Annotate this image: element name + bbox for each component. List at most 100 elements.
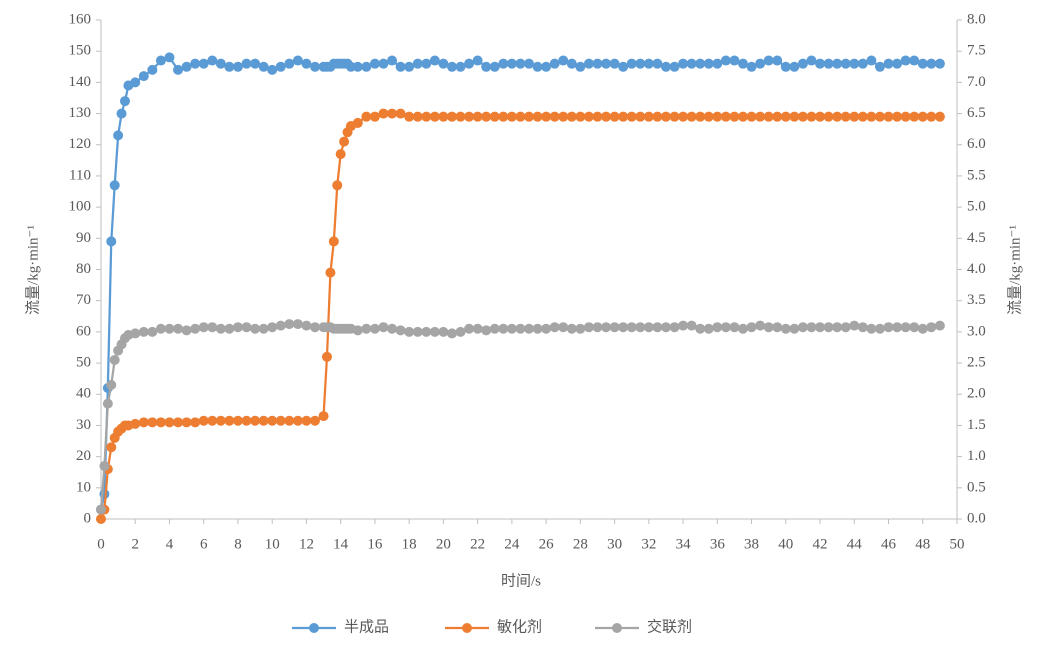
point [849, 111, 860, 122]
point [369, 111, 380, 122]
point [695, 111, 706, 122]
point [215, 415, 226, 426]
point [558, 322, 569, 333]
point [874, 323, 885, 334]
point [892, 111, 903, 122]
point [566, 111, 577, 122]
point [669, 322, 680, 333]
y2-tick-label: 5.0 [967, 199, 986, 215]
y-tick-label: 140 [69, 74, 92, 90]
point [328, 236, 339, 247]
point [738, 111, 748, 122]
point [866, 55, 877, 66]
point [797, 111, 808, 122]
point [387, 108, 398, 119]
x-tick-label: 40 [778, 536, 793, 552]
point [464, 111, 475, 122]
y2-tick-label: 8.0 [967, 11, 986, 27]
y-tick-label: 50 [76, 355, 91, 371]
x-tick-label: 48 [915, 536, 930, 552]
point [498, 58, 509, 69]
point [378, 322, 389, 333]
point [198, 322, 209, 333]
point [472, 111, 483, 122]
point [926, 58, 937, 69]
point [772, 322, 783, 333]
point [823, 58, 834, 69]
point [720, 55, 731, 66]
point [686, 320, 697, 331]
y-axis-title: 流量/kg·min⁻¹ [24, 225, 41, 315]
point [267, 415, 278, 426]
point [712, 111, 723, 122]
point [215, 58, 226, 69]
point [335, 149, 346, 160]
point [669, 61, 680, 72]
point [934, 111, 945, 122]
point [250, 58, 261, 69]
point [284, 415, 295, 426]
y2-tick-label: 1.0 [967, 448, 986, 464]
y2-tick-label: 3.5 [967, 292, 986, 308]
point [130, 418, 141, 429]
point [883, 111, 894, 122]
point [241, 58, 252, 69]
point [147, 326, 158, 337]
point [387, 323, 398, 334]
point [883, 58, 894, 69]
point [498, 323, 509, 334]
point [917, 323, 928, 334]
point [130, 328, 141, 339]
point [284, 58, 295, 69]
y-tick-label: 150 [69, 43, 92, 59]
point [164, 52, 175, 63]
point [592, 322, 603, 333]
point [481, 61, 492, 72]
x-tick-label: 38 [744, 536, 759, 552]
x-tick-label: 30 [607, 536, 622, 552]
point [815, 58, 826, 69]
point [438, 326, 449, 337]
point [678, 111, 689, 122]
point [421, 111, 432, 122]
point [404, 326, 415, 337]
point [524, 58, 534, 69]
x-tick-label: 36 [710, 536, 726, 552]
point [147, 64, 158, 75]
point [275, 415, 286, 426]
point [506, 58, 517, 69]
point [224, 415, 235, 426]
point [660, 111, 671, 122]
point [325, 267, 336, 278]
point [755, 320, 766, 331]
point [532, 111, 543, 122]
point [224, 323, 235, 334]
point [190, 58, 201, 69]
point [618, 111, 629, 122]
point [232, 322, 243, 333]
legend-label: 交联剂 [647, 617, 692, 635]
point [900, 111, 911, 122]
point [130, 77, 141, 88]
point [643, 58, 654, 69]
point [198, 58, 209, 69]
point [332, 180, 343, 191]
point [446, 61, 457, 72]
point [789, 323, 800, 334]
point [660, 61, 671, 72]
point [138, 417, 149, 428]
point [301, 415, 312, 426]
point [541, 111, 552, 122]
point [181, 325, 192, 336]
y2-tick-label: 2.0 [967, 386, 986, 402]
point [446, 328, 457, 339]
point [224, 61, 235, 72]
point [892, 322, 903, 333]
point [524, 111, 534, 122]
y-tick-label: 70 [76, 292, 91, 308]
y-tick-label: 20 [76, 448, 91, 464]
point [866, 323, 877, 334]
y-tick-label: 130 [69, 105, 92, 121]
point [258, 415, 269, 426]
point [583, 111, 594, 122]
